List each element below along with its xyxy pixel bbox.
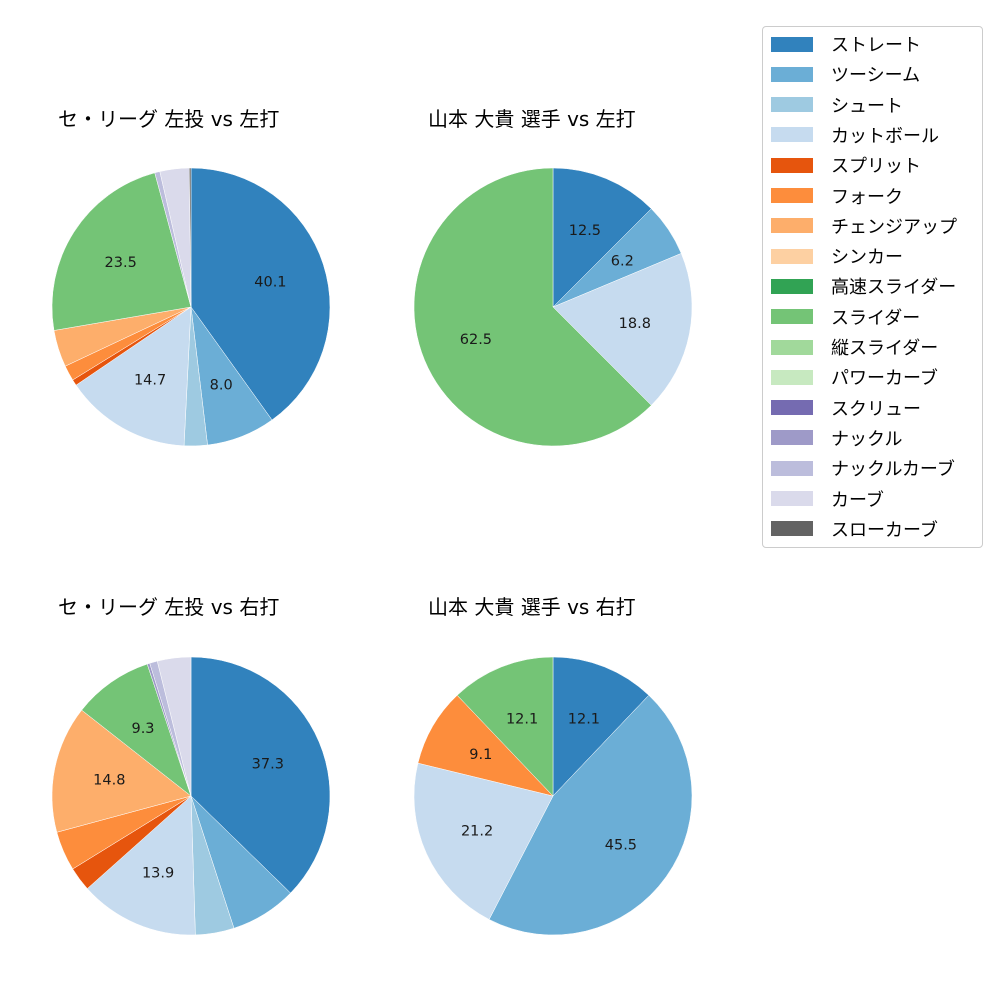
pie-slice [456, 656, 554, 797]
chart-title: 山本 大貴 選手 vs 右打 [428, 595, 636, 619]
legend-label: カーブ [831, 489, 884, 511]
pie-slice [413, 762, 554, 920]
legend-item: チェンジアップ [771, 214, 957, 238]
pie-chart: 40.1 8.0 14.7 23.5 [51, 167, 331, 447]
legend-swatch [771, 400, 813, 416]
legend-label: 高速スライダー [831, 277, 957, 299]
legend-item: パワーカーブ [771, 365, 938, 389]
pie-slice [51, 172, 192, 331]
legend-item: スローカーブ [771, 517, 938, 541]
slice-value-label: 21.2 [461, 824, 493, 840]
legend-label: ナックル [831, 428, 903, 450]
slice-value-label: 40.1 [254, 275, 286, 291]
legend-item: シュート [771, 93, 903, 117]
legend-swatch [771, 248, 813, 264]
chart-title: セ・リーグ 左投 vs 左打 [58, 107, 280, 131]
legend-item: フォーク [771, 184, 903, 208]
legend-item: 縦スライダー [771, 335, 938, 359]
slice-value-label: 14.8 [93, 772, 125, 788]
legend-label: ナックルカーブ [831, 459, 955, 481]
legend-swatch [771, 278, 813, 294]
pie-slice [188, 167, 192, 308]
legend-swatch [771, 66, 813, 82]
legend-item: ツーシーム [771, 62, 920, 86]
pie-slice [190, 656, 331, 894]
pie-slice [156, 656, 192, 797]
slice-value-label: 12.1 [506, 712, 538, 728]
legend-label: ストレート [831, 35, 921, 56]
legend-label: シュート [831, 95, 903, 117]
legend: ストレートツーシームシュートカットボール スプリットフォークチェンジアップ シンカー… [762, 26, 983, 548]
legend-label: カットボール [831, 125, 939, 147]
legend-swatch [771, 188, 813, 203]
legend-item: スプリット [771, 153, 921, 177]
pie-slice [81, 663, 192, 797]
slice-value-label: 13.9 [142, 866, 174, 882]
legend-item: カットボール [771, 123, 939, 147]
slice-value-label: 45.5 [605, 837, 637, 853]
legend-swatch [771, 460, 813, 476]
slice-value-label: 23.5 [105, 255, 137, 271]
legend-swatch [771, 521, 813, 537]
legend-swatch [771, 430, 813, 446]
slice-value-label: 18.8 [619, 316, 651, 332]
chart-title: 山本 大貴 選手 vs 左打 [428, 107, 636, 131]
slice-value-label: 12.5 [569, 223, 601, 239]
legend-item: スライダー [771, 305, 920, 329]
legend-swatch [771, 309, 813, 325]
legend-item: ストレート [771, 32, 921, 56]
legend-label: スライダー [831, 307, 921, 329]
slice-value-label: 8.0 [210, 378, 233, 394]
chart-title: セ・リーグ 左投 vs 右打 [58, 595, 280, 619]
pie-slice [75, 306, 192, 447]
legend-label: パワーカーブ [831, 368, 938, 390]
slice-value-label: 12.1 [568, 712, 600, 728]
legend-swatch [771, 157, 813, 173]
legend-label: フォーク [831, 186, 903, 208]
legend-swatch [771, 218, 813, 234]
legend-item: ナックル [771, 426, 902, 450]
legend-item: シンカー [771, 244, 903, 268]
legend-swatch [771, 369, 813, 385]
legend-label: ツーシーム [831, 65, 921, 87]
legend-item: ナックルカーブ [771, 456, 955, 480]
legend-item: カーブ [771, 487, 884, 511]
legend-swatch [771, 127, 813, 143]
legend-label: スプリット [831, 156, 921, 178]
slice-value-label: 14.7 [134, 373, 166, 389]
slice-value-label: 62.5 [460, 332, 492, 348]
pie-slice [86, 795, 196, 936]
pie-slice [190, 167, 331, 421]
slice-value-label: 9.1 [469, 747, 492, 763]
legend-swatch [771, 36, 813, 52]
pie-slice [552, 167, 652, 308]
legend-label: スクリュー [831, 398, 921, 420]
pie-chart: 12.5 6.2 18.8 62.5 [413, 167, 693, 447]
pie-chart: 12.1 45.5 21.2 9.1 12.1 [413, 656, 693, 936]
legend-swatch [771, 339, 813, 355]
slice-value-label: 37.3 [252, 757, 284, 773]
pie-chart: 37.3 13.9 14.8 9.3 [51, 656, 331, 936]
pie-slice [413, 167, 652, 447]
slice-value-label: 9.3 [131, 721, 154, 737]
legend-label: スローカーブ [831, 519, 938, 541]
pie-slice [552, 253, 693, 406]
legend-label: シンカー [831, 247, 903, 269]
legend-label: チェンジアップ [831, 216, 957, 238]
slice-value-label: 6.2 [611, 254, 634, 270]
legend-swatch [771, 491, 813, 506]
legend-item: 高速スライダー [771, 274, 956, 298]
pie-slice [488, 694, 693, 936]
pie-slice [51, 709, 192, 833]
pie-slice [417, 694, 554, 797]
legend-item: スクリュー [771, 396, 921, 420]
pie-slice [552, 656, 650, 797]
legend-label: 縦スライダー [831, 338, 939, 359]
legend-swatch [771, 97, 813, 113]
